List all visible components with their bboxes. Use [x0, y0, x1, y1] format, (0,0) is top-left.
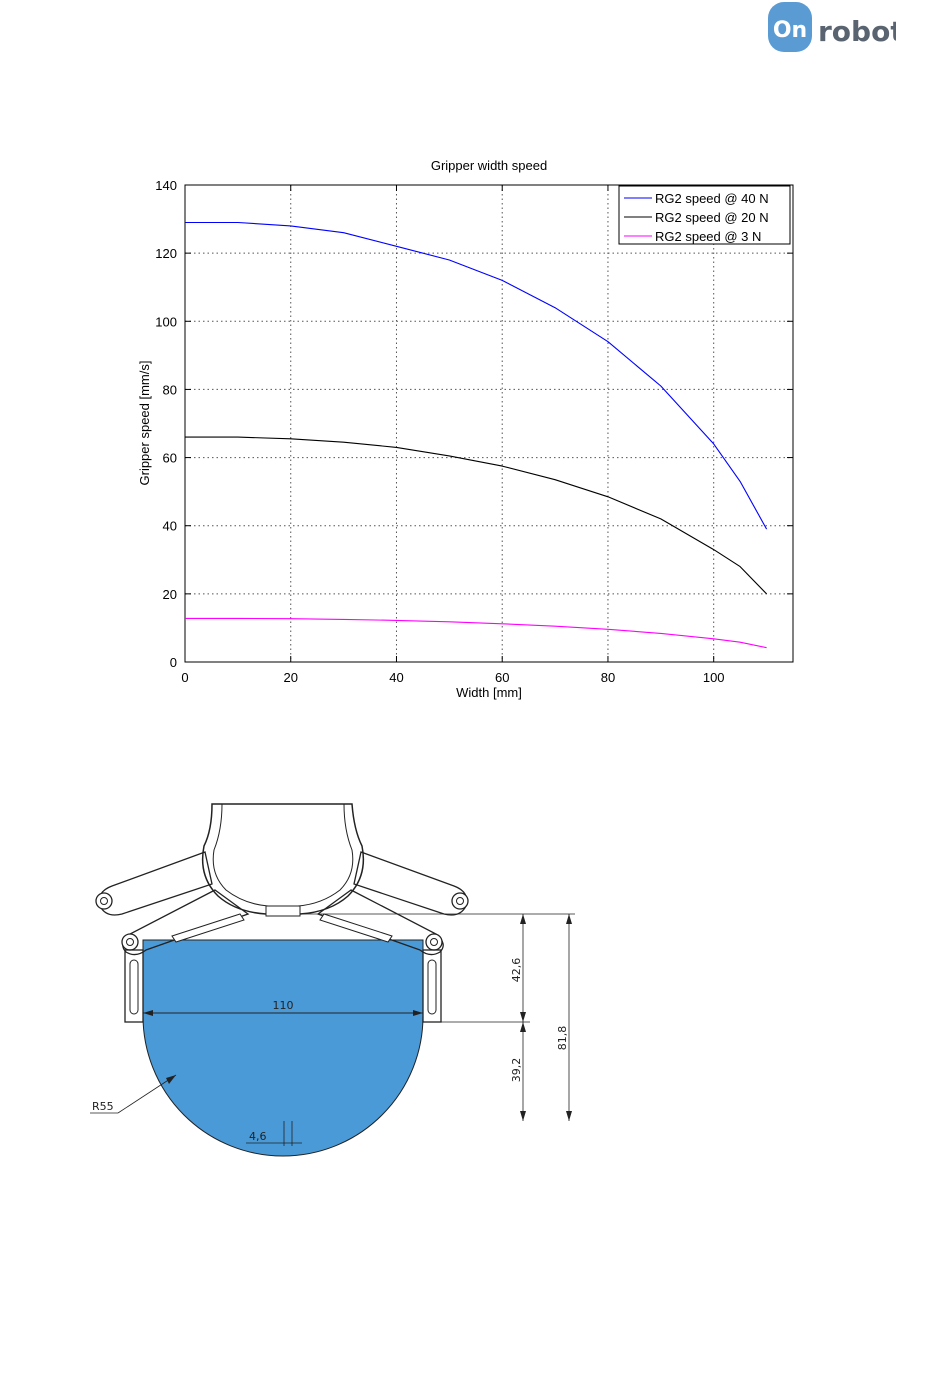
logo-text: robot: [818, 15, 896, 48]
radius-dimension: R55: [92, 1100, 114, 1113]
y-tick-label: 120: [155, 246, 177, 261]
axis-ticks: 0 20 40 60 80 100 0 20 40 60 80 100 120 140: [155, 178, 793, 685]
x-tick-label: 20: [284, 670, 298, 685]
gripper-speed-chart: Gripper width speed 0 20 40 60 80 100 0 20 40 60 8…: [137, 158, 794, 700]
legend-entry: RG2 speed @ 40 N: [655, 191, 769, 206]
upper-height-dimension: 42,6: [510, 958, 523, 983]
left-finger-slot: [129, 959, 139, 1015]
width-dimension: 110: [273, 999, 294, 1012]
right-pivot-top: [451, 892, 469, 910]
y-tick-label: 100: [155, 314, 177, 329]
right-pivot-bottom: [425, 933, 443, 951]
upper-height-arrow-bottom: [520, 1012, 526, 1022]
series-line-2: [185, 436, 767, 595]
left-arm: [98, 851, 213, 916]
total-height-arrow-bottom: [566, 1111, 572, 1121]
right-arm: [353, 851, 468, 916]
left-pivot-top-inner: [100, 897, 108, 905]
width-arrow-right: [413, 1010, 423, 1016]
left-pivot-bottom-inner: [126, 938, 134, 946]
chart-title: Gripper width speed: [431, 158, 547, 173]
grip-area: [142, 939, 424, 1157]
legend-entry: RG2 speed @ 20 N: [655, 210, 769, 225]
radius-arrow: [166, 1075, 176, 1084]
series-line-1: [185, 221, 768, 530]
right-finger: [422, 949, 442, 1023]
plot-frame: [184, 184, 794, 663]
logo-badge: [768, 2, 812, 52]
finger-pad-top: [265, 905, 301, 917]
left-finger: [124, 949, 144, 1023]
onrobot-logo: On robot: [768, 2, 896, 52]
x-tick-label: 0: [181, 670, 188, 685]
y-tick-label: 60: [163, 451, 177, 466]
left-finger-pad: [171, 913, 245, 943]
legend: RG2 speed @ 40 N RG2 speed @ 20 N RG2 spee…: [618, 185, 791, 245]
legend-entry: RG2 speed @ 3 N: [655, 229, 761, 244]
width-arrow-left: [143, 1010, 153, 1016]
total-height-dimension: 81,8: [556, 1026, 569, 1051]
y-tick-label: 140: [155, 178, 177, 193]
gripper-housing: [201, 803, 365, 915]
left-pivot-top: [95, 892, 113, 910]
gripper-housing-inner: [212, 803, 354, 907]
x-axis-label: Width [mm]: [456, 685, 522, 700]
right-finger-slot: [427, 959, 437, 1015]
x-tick-label: 100: [703, 670, 725, 685]
legend-box: [618, 185, 791, 245]
right-pivot-bottom-inner: [430, 938, 438, 946]
logo-badge-letter: On: [773, 18, 807, 43]
series-line-3: [185, 617, 767, 649]
right-pivot-top-inner: [456, 897, 464, 905]
y-axis-label: Gripper speed [mm/s]: [137, 361, 152, 486]
radius-leader: [117, 1074, 177, 1114]
y-tick-label: 0: [170, 655, 177, 670]
series-lines: [185, 221, 768, 649]
y-tick-label: 20: [163, 587, 177, 602]
left-pivot-bottom: [121, 933, 139, 951]
x-tick-label: 40: [389, 670, 403, 685]
right-finger-pad: [319, 913, 393, 943]
x-tick-label: 80: [601, 670, 615, 685]
lower-height-arrow-top: [520, 1022, 526, 1032]
lower-height-dimension: 39,2: [510, 1058, 523, 1083]
upper-height-arrow-top: [520, 914, 526, 924]
y-tick-label: 40: [163, 519, 177, 534]
offset-dimension: 4,6: [249, 1130, 267, 1143]
grid: [185, 185, 793, 662]
y-tick-label: 80: [163, 382, 177, 397]
x-tick-label: 60: [495, 670, 509, 685]
total-height-arrow-top: [566, 914, 572, 924]
lower-height-arrow-bottom: [520, 1111, 526, 1121]
